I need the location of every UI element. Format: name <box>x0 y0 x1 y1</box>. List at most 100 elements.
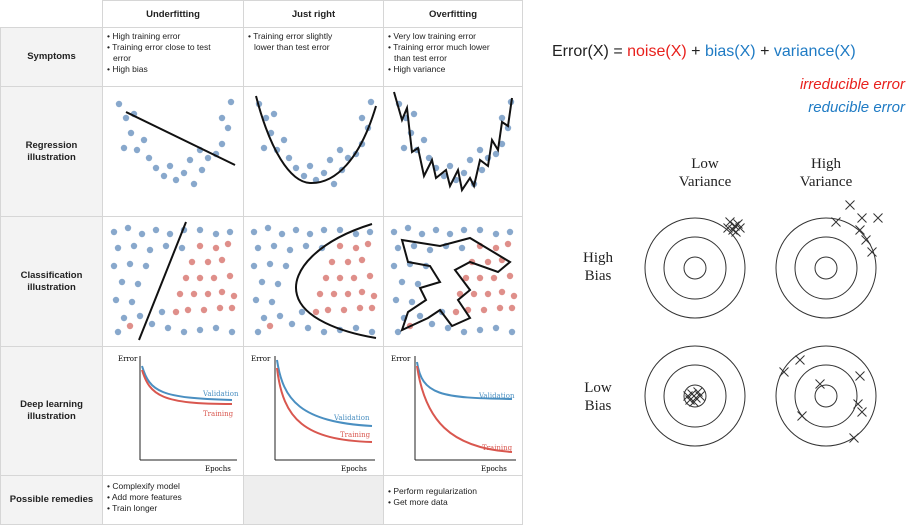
col-header-just-right: Just right <box>243 0 383 27</box>
row-header-regression: Regression illustration <box>0 86 102 216</box>
data-point <box>446 162 454 170</box>
data-point <box>196 226 204 234</box>
data-point <box>110 228 118 236</box>
data-point <box>172 176 180 184</box>
data-point <box>418 230 426 238</box>
data-point <box>180 169 188 177</box>
data-point <box>344 290 352 298</box>
row-header-deep-learning: Deep learning illustration <box>0 346 102 475</box>
data-point <box>138 230 146 238</box>
data-point <box>304 324 312 332</box>
data-point <box>140 136 148 144</box>
data-point <box>462 274 470 282</box>
data-point <box>466 156 474 164</box>
hit-mark <box>730 221 740 231</box>
data-point <box>142 262 150 270</box>
hit-mark <box>683 391 693 401</box>
data-point <box>358 114 366 122</box>
hit-mark <box>733 219 743 229</box>
symptom-line: • Training error close to test <box>107 42 211 52</box>
data-point <box>352 244 360 252</box>
regression-just-right <box>255 95 377 188</box>
target-ring <box>814 256 838 280</box>
data-point <box>224 124 232 132</box>
data-point <box>432 226 440 234</box>
data-point <box>254 328 262 336</box>
data-point <box>336 242 344 250</box>
data-point <box>484 258 492 266</box>
data-point <box>498 140 506 148</box>
data-point <box>280 136 288 144</box>
data-point <box>498 114 506 122</box>
symptoms-underfitting: • High training error • Training error c… <box>102 27 243 86</box>
data-point <box>124 224 132 232</box>
data-point <box>210 274 218 282</box>
row-header-remedies: Possible remedies <box>0 475 102 525</box>
hit-mark <box>855 371 865 381</box>
row-header-symptoms: Symptoms <box>0 27 102 86</box>
data-point <box>262 114 270 122</box>
data-point <box>226 272 234 280</box>
target-ring <box>683 384 707 408</box>
data-point <box>266 260 274 268</box>
label-low-variance: Low Variance <box>678 156 732 190</box>
data-point <box>480 306 488 314</box>
data-point <box>212 324 220 332</box>
data-point <box>162 242 170 250</box>
data-point <box>476 326 484 334</box>
validation-label: Validation <box>478 392 515 400</box>
data-point <box>148 320 156 328</box>
eq-noise: noise(X) <box>627 43 687 60</box>
data-point <box>492 150 500 158</box>
fit-curve <box>393 91 513 193</box>
hit-mark <box>735 223 745 233</box>
data-point <box>344 258 352 266</box>
hit-mark <box>779 367 789 377</box>
hit-mark <box>693 387 703 397</box>
symptom-line: • Training error much lower <box>388 42 490 52</box>
training-label: Training <box>482 444 513 452</box>
data-point <box>278 230 286 238</box>
symptom-line: • High variance <box>388 64 446 74</box>
hit-mark <box>725 217 735 227</box>
data-point <box>204 290 212 298</box>
fit-curve <box>255 95 377 185</box>
data-point <box>320 169 328 177</box>
symptom-line: • Training error slightly <box>248 31 333 41</box>
data-point <box>268 298 276 306</box>
data-point <box>414 280 422 288</box>
dl-underfit: Error Epochs Validation Training <box>118 355 239 473</box>
data-point <box>227 98 235 106</box>
data-point <box>328 258 336 266</box>
data-point <box>320 226 328 234</box>
data-point <box>460 169 468 177</box>
data-point <box>364 240 372 248</box>
data-point <box>416 312 424 320</box>
data-point <box>456 290 464 298</box>
target-high-var-high-bias <box>775 200 883 319</box>
data-point <box>446 230 454 238</box>
data-point <box>260 144 268 152</box>
data-point <box>320 328 328 336</box>
data-point <box>336 146 344 154</box>
hit-mark <box>731 227 741 237</box>
dl-just-right: Error Epochs Validation Training <box>251 355 375 473</box>
col-header-underfitting: Underfitting <box>102 0 243 27</box>
data-point <box>330 290 338 298</box>
data-point <box>114 244 122 252</box>
data-point <box>476 226 484 234</box>
symptom-line: • Very low training error <box>388 31 477 41</box>
data-point <box>312 308 320 316</box>
data-point <box>266 322 274 330</box>
data-point <box>336 226 344 234</box>
data-point <box>218 114 226 122</box>
data-point <box>408 298 416 306</box>
data-point <box>136 312 144 320</box>
data-point <box>458 244 466 252</box>
data-point <box>166 230 174 238</box>
data-point <box>218 288 226 296</box>
hit-mark <box>853 399 863 409</box>
target-low-var-high-bias <box>644 217 746 319</box>
data-point <box>478 166 486 174</box>
data-point <box>286 246 294 254</box>
